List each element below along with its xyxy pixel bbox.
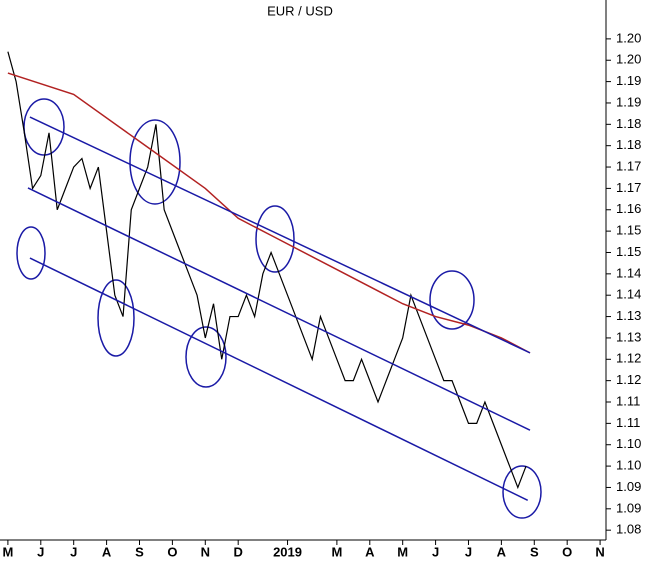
x-tick-label: A	[497, 544, 507, 559]
x-tick-label: J	[465, 544, 472, 559]
y-tick-label: 1.20	[616, 52, 641, 67]
y-tick-label: 1.11	[616, 393, 640, 408]
y-tick-label: 1.15	[616, 223, 641, 238]
y-tick-label: 1.08	[616, 522, 641, 537]
y-tick-label: 1.12	[616, 351, 641, 366]
y-tick-label: 1.15	[616, 244, 641, 259]
y-tick-label: 1.17	[616, 158, 641, 173]
y-tick-label: 1.11	[616, 415, 640, 430]
y-tick-label: 1.14	[616, 265, 641, 280]
y-tick-label: 1.10	[616, 436, 641, 451]
x-tick-label: A	[102, 544, 112, 559]
x-tick-label: A	[365, 544, 375, 559]
y-tick-label: 1.12	[616, 372, 641, 387]
x-tick-label: J	[70, 544, 77, 559]
y-tick-label: 1.20	[616, 30, 641, 45]
x-tick-label: M	[2, 544, 13, 559]
chart-title: EUR / USD	[267, 3, 333, 18]
x-tick-label: D	[233, 544, 242, 559]
y-tick-label: 1.19	[616, 94, 641, 109]
x-tick-label: S	[135, 544, 144, 559]
x-tick-label: N	[201, 544, 210, 559]
price-line	[29, 257, 529, 501]
y-tick-label: 1.13	[616, 308, 641, 323]
y-tick-label: 1.18	[616, 116, 641, 131]
x-tick-label: M	[397, 544, 408, 559]
x-tick-label: N	[595, 544, 604, 559]
y-tick-label: 1.16	[616, 201, 641, 216]
y-tick-label: 1.09	[616, 500, 641, 515]
x-tick-label: O	[167, 544, 177, 559]
price-line	[27, 187, 531, 431]
y-tick-label: 1.18	[616, 137, 641, 152]
y-tick-label: 1.19	[616, 73, 641, 88]
price-line	[29, 116, 531, 354]
x-tick-label: 2019	[273, 544, 302, 559]
y-tick-label: 1.13	[616, 329, 641, 344]
y-tick-label: 1.14	[616, 287, 641, 302]
y-tick-label: 1.17	[616, 180, 641, 195]
price-line	[7, 72, 531, 354]
price-line	[7, 51, 527, 490]
x-tick-label: O	[562, 544, 572, 559]
x-tick-label: J	[37, 544, 44, 559]
y-tick-label: 1.09	[616, 479, 641, 494]
x-tick-label: M	[331, 544, 342, 559]
y-tick-label: 1.10	[616, 458, 641, 473]
x-tick-label: S	[530, 544, 539, 559]
x-tick-label: J	[432, 544, 439, 559]
